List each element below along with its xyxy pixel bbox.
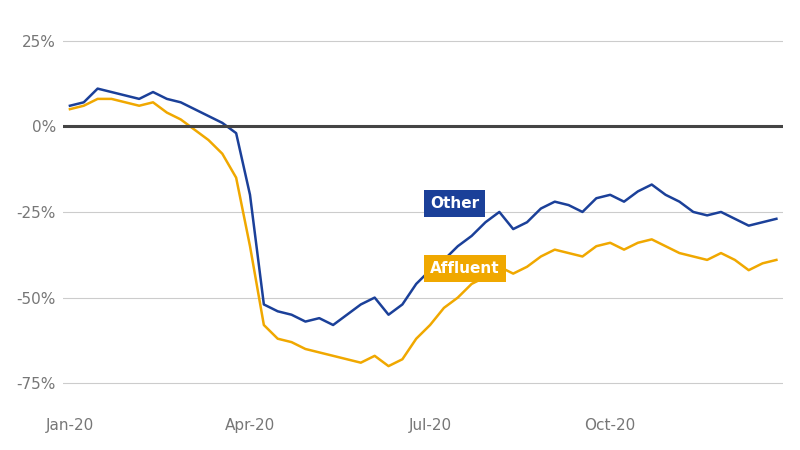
Text: Affluent: Affluent [430,261,500,276]
Text: Other: Other [430,196,479,211]
